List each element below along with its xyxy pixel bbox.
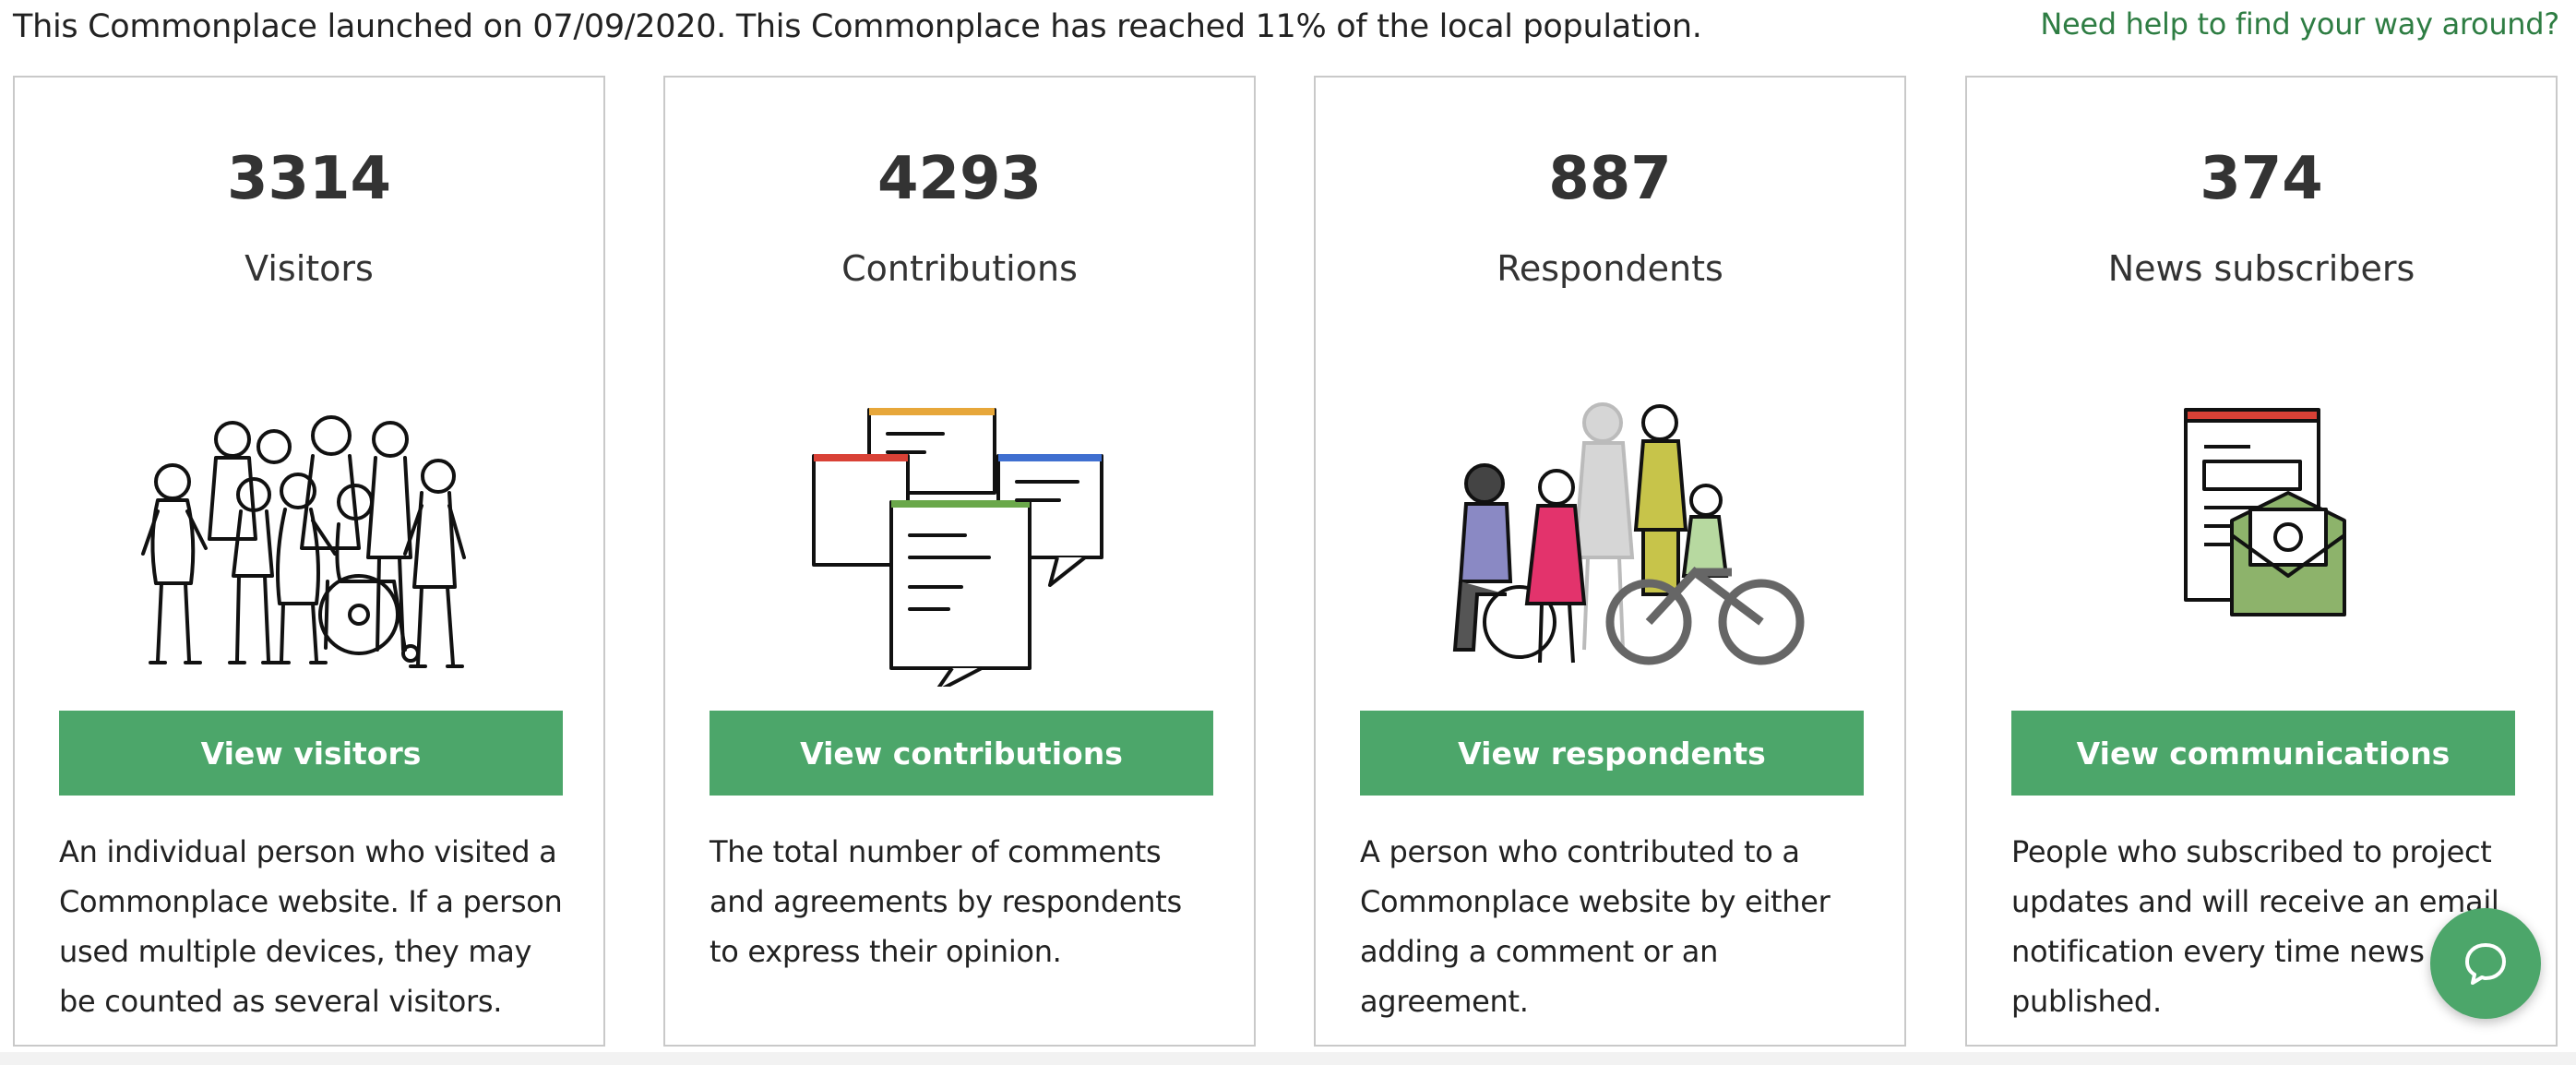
stat-label: News subscribers [2107,248,2415,289]
stat-description: The total number of comments and agreeme… [710,834,1182,969]
stat-description: An individual person who visited a Commo… [59,834,563,1019]
stat-value: 374 [2200,145,2323,213]
view-communications-button[interactable]: View communications [2011,711,2515,796]
stat-card-news-subscribers: 374 News subscribers View communications… [1965,76,2558,1047]
chat-bubble-icon [2465,943,2506,985]
diverse-people-illustration [1452,402,1805,665]
stat-label: Respondents [1497,248,1723,289]
view-contributions-button[interactable]: View contributions [710,711,1213,796]
stat-description: People who subscribed to project updates… [2011,834,2499,1019]
view-visitors-button[interactable]: View visitors [59,711,563,796]
stat-value: 887 [1548,145,1672,213]
stat-value: 4293 [877,145,1043,213]
speech-bubbles-illustration [812,408,1103,687]
stat-label: Visitors [244,248,374,289]
top-bar: This Commonplace launched on 07/09/2020.… [0,0,2576,74]
bottom-strip [0,1052,2576,1065]
stat-value: 3314 [226,145,392,213]
stat-card-respondents: 887 Respondents [1314,76,1906,1047]
stat-card-visitors: 3314 Visitors [13,76,605,1047]
newspaper-envelope-illustration [2184,408,2346,616]
crowd-of-people-illustration [141,415,466,668]
stat-card-contributions: 4293 Contributions View contributi [663,76,1256,1047]
stat-label: Contributions [841,248,1078,289]
stat-description: A person who contributed to a Commonplac… [1360,834,1831,1019]
chat-button[interactable] [2430,908,2541,1019]
help-link[interactable]: Need help to find your way around? [2040,6,2559,42]
launch-info-text: This Commonplace launched on 07/09/2020.… [13,8,1702,45]
view-respondents-button[interactable]: View respondents [1360,711,1864,796]
